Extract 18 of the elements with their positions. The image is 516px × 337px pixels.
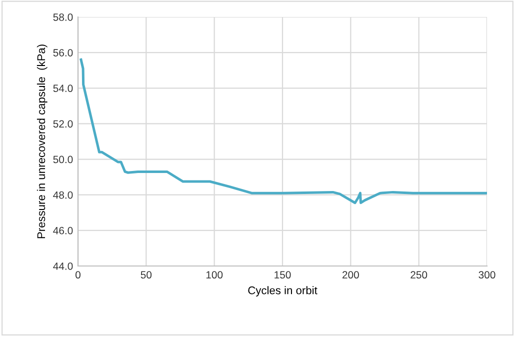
y-axis-title: Pressure in unrecovered capsule (kPa) <box>36 44 48 238</box>
y-tick-label: 48.0 <box>53 191 73 199</box>
x-tick-label: 250 <box>410 271 428 279</box>
y-tick-label: 46.0 <box>53 226 73 234</box>
x-tick-label: 50 <box>140 271 152 279</box>
x-tick-label: 100 <box>206 271 223 279</box>
y-tick-label: 50.0 <box>53 156 73 164</box>
x-tick-label: 300 <box>478 271 496 279</box>
y-tick-label: 54.0 <box>53 84 73 92</box>
x-axis-title: Cycles in orbit <box>248 286 318 296</box>
y-tick-label: 44.0 <box>53 262 73 270</box>
x-tick-label: 200 <box>342 271 359 279</box>
y-tick-label: 52.0 <box>53 120 73 128</box>
x-tick-label: 0 <box>76 271 80 279</box>
y-tick-label: 56.0 <box>53 49 73 56</box>
y-tick-label: 58.0 <box>53 14 73 21</box>
line-series <box>80 58 487 204</box>
x-tick-label: 150 <box>274 271 291 279</box>
